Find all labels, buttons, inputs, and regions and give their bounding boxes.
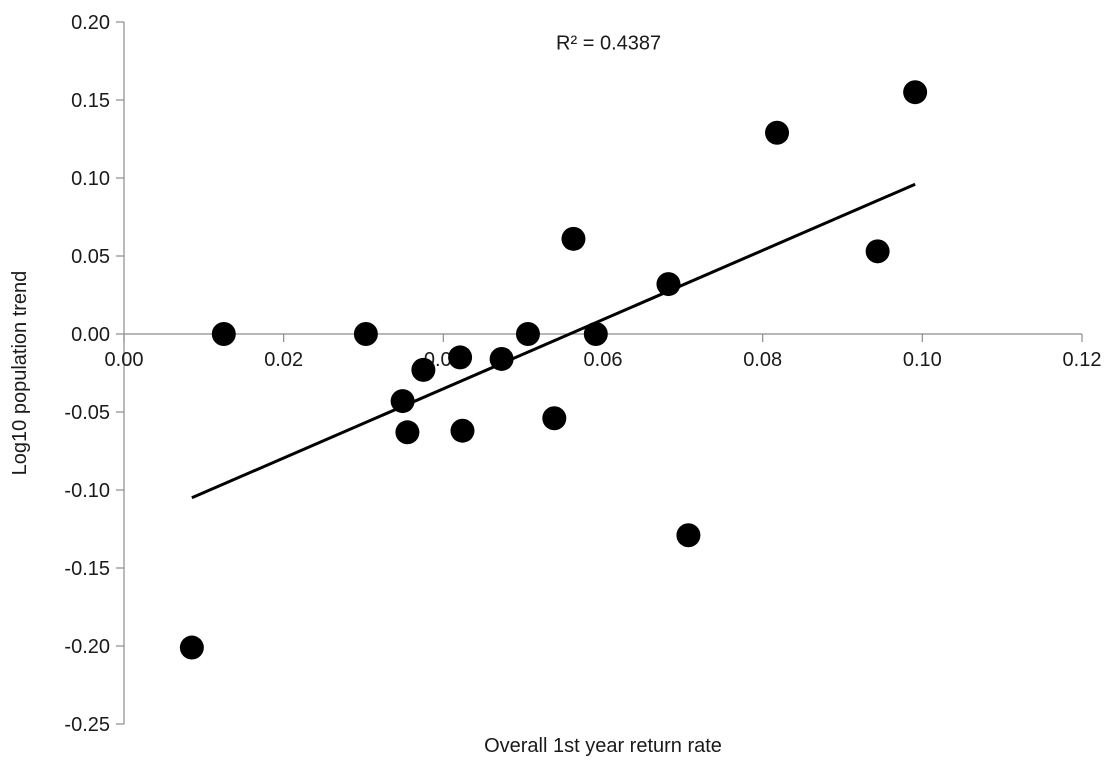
data-point xyxy=(390,389,415,414)
y-tick-label: -0.25 xyxy=(64,714,110,736)
x-axis-title: Overall 1st year return rate xyxy=(484,735,722,757)
data-point xyxy=(656,272,681,297)
data-point xyxy=(489,346,514,371)
y-tick-label: -0.15 xyxy=(64,558,110,580)
y-tick-marks xyxy=(116,21,124,725)
y-axis: 0.20 0.15 0.10 0.05 0.00 -0.05 -0.10 -0.15 -0.20… xyxy=(64,12,125,736)
data-point xyxy=(676,523,701,548)
x-tick-labels: 0.00 0.02 0.04 0.06 0.08 0.10 0.12 xyxy=(105,349,1102,371)
y-tick-label: 0.00 xyxy=(71,324,110,346)
data-point xyxy=(561,226,586,251)
y-tick-label: -0.10 xyxy=(64,480,110,502)
r-squared-annotation: R² = 0.4387 xyxy=(556,32,661,54)
data-point xyxy=(515,322,540,346)
y-tick-label: 0.20 xyxy=(71,12,110,34)
data-point xyxy=(211,322,236,346)
x-tick-label: 0.12 xyxy=(1063,349,1102,371)
data-point xyxy=(765,120,790,145)
data-point xyxy=(448,345,473,370)
y-tick-label: 0.10 xyxy=(71,168,110,190)
x-axis: 0.00 0.02 0.04 0.06 0.08 0.10 0.12 xyxy=(105,333,1102,371)
data-point xyxy=(542,406,567,431)
data-point xyxy=(353,322,378,346)
data-point xyxy=(450,418,475,443)
y-tick-label: 0.15 xyxy=(71,90,110,112)
y-tick-label: -0.20 xyxy=(64,636,110,658)
x-tick-label: 0.08 xyxy=(743,349,782,371)
x-tick-label: 0.06 xyxy=(584,349,623,371)
data-point xyxy=(865,239,890,264)
y-axis-title: Log10 population trend xyxy=(9,271,31,476)
x-tick-label: 0.02 xyxy=(264,349,303,371)
trendline xyxy=(191,182,916,500)
x-tick-label: 0.00 xyxy=(105,349,144,371)
data-point xyxy=(395,420,420,445)
data-point xyxy=(179,635,204,660)
y-tick-label: 0.05 xyxy=(71,246,110,268)
data-points xyxy=(179,80,928,660)
y-tick-labels: 0.20 0.15 0.10 0.05 0.00 -0.05 -0.10 -0.15 -0.20… xyxy=(64,12,110,736)
data-point xyxy=(583,322,608,346)
y-tick-label: -0.05 xyxy=(64,402,110,424)
data-point xyxy=(903,80,928,105)
x-tick-marks xyxy=(123,334,1083,342)
data-point xyxy=(411,357,436,382)
x-tick-label: 0.10 xyxy=(903,349,942,371)
